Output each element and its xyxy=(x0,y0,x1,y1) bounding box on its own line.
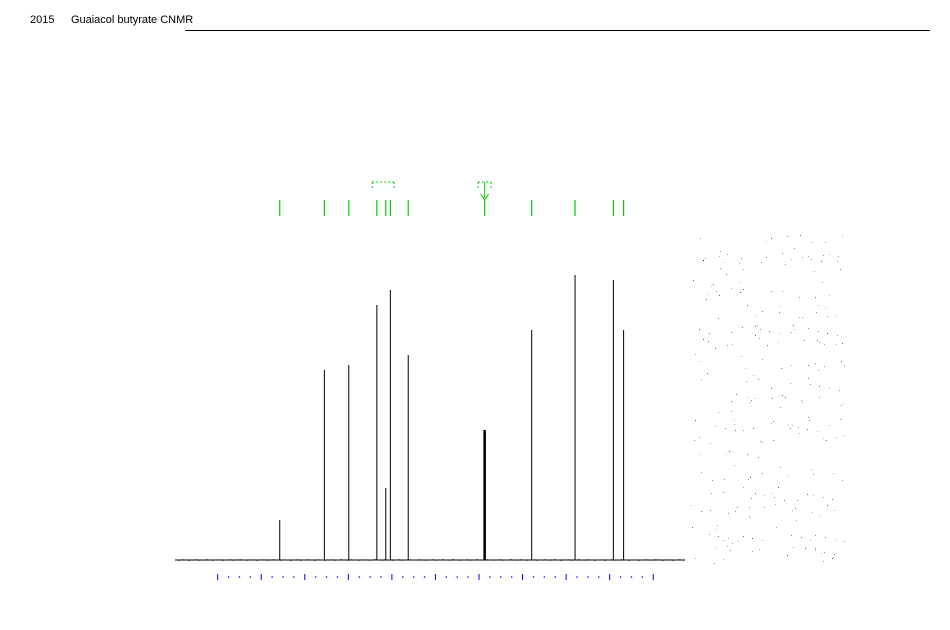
header-rule xyxy=(185,30,930,31)
decorative-noise xyxy=(690,235,845,565)
nmr-spectrum: 200180160140120100806040200ppm xyxy=(170,60,690,580)
header-year: 2015 xyxy=(30,14,54,26)
header-title: Guaiacol butyrate CNMR xyxy=(71,14,193,26)
header: 2015 Guaiacol butyrate CNMR xyxy=(30,10,193,28)
